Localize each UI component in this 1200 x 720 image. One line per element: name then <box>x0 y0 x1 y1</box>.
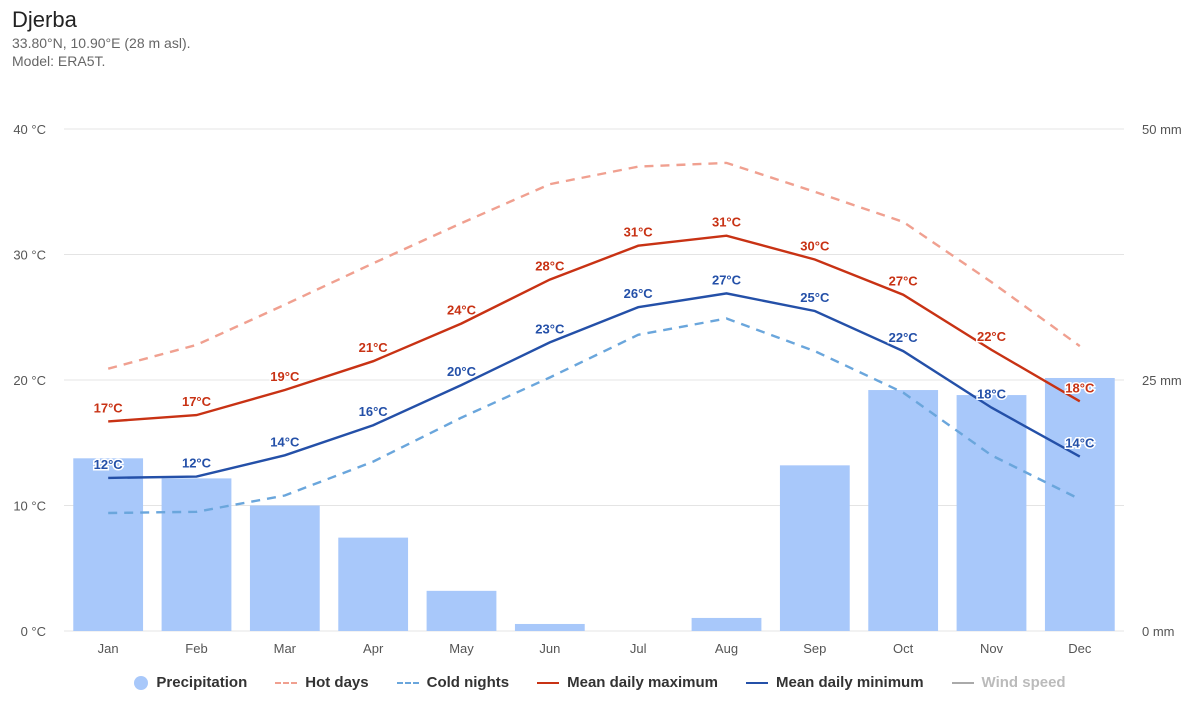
x-tick-label: Aug <box>715 641 738 656</box>
legend-item-wind-speed[interactable]: Wind speed <box>951 674 1066 691</box>
precipitation-bar <box>161 478 232 631</box>
mean-max-data-label: 28°C <box>535 259 565 274</box>
mean-min-data-label: 16°C <box>359 404 389 419</box>
mean-min-line <box>108 292 1081 480</box>
mean-min-data-label: 22°C <box>889 330 919 345</box>
x-tick-label: Feb <box>185 641 207 656</box>
legend-label: Mean daily minimum <box>776 674 924 691</box>
legend-label: Precipitation <box>156 674 248 691</box>
legend-item-mean-min[interactable]: Mean daily minimum <box>746 674 924 691</box>
legend-label: Cold nights <box>426 674 510 691</box>
mean-min-data-label: 14°C <box>1065 436 1095 451</box>
x-tick-label: Jan <box>98 641 119 656</box>
y-tick-label-right: 0 mm <box>1142 624 1175 639</box>
precipitation-bar <box>73 458 144 631</box>
legend-label: Hot days <box>305 674 369 691</box>
legend-line-icon <box>275 681 298 684</box>
precipitation-bar <box>868 390 939 631</box>
precipitation-bar <box>426 590 497 631</box>
model-label: Model: ERA5T. <box>12 53 106 69</box>
x-tick-label: Jul <box>630 641 647 656</box>
x-tick-label: Mar <box>274 641 297 656</box>
mean-max-data-label: 18°C <box>1065 380 1095 395</box>
precipitation-bar <box>956 395 1027 631</box>
mean-max-data-label: 30°C <box>800 239 830 254</box>
cold-nights-line <box>108 317 1081 515</box>
precipitation-bar <box>779 465 850 631</box>
x-tick-label: Apr <box>363 641 384 656</box>
mean-max-line <box>108 234 1081 423</box>
precipitation-bar <box>691 617 762 631</box>
x-tick-label: Oct <box>893 641 914 656</box>
y-tick-label-left: 0 °C <box>21 624 46 639</box>
precipitation-bar <box>249 505 320 631</box>
chart-legend: Precipitation Hot days Cold nights Mean dai… <box>0 674 1200 691</box>
y-tick-label-left: 10 °C <box>13 499 46 514</box>
mean-max-data-label: 31°C <box>624 225 654 240</box>
legend-line-icon <box>951 681 974 684</box>
mean-max-data-label: 24°C <box>447 303 477 318</box>
y-tick-label-right: 25 mm <box>1142 373 1182 388</box>
mean-min-data-label: 12°C <box>94 457 124 472</box>
x-tick-label: Sep <box>803 641 826 656</box>
legend-item-precipitation[interactable]: Precipitation <box>134 674 247 691</box>
legend-label: Wind speed <box>981 674 1066 691</box>
x-tick-label: Jun <box>539 641 560 656</box>
legend-item-cold-nights[interactable]: Cold nights <box>396 674 510 691</box>
x-tick-label: Dec <box>1068 641 1092 656</box>
location-coordinates: 33.80°N, 10.90°E (28 m asl). <box>12 35 191 51</box>
mean-min-data-label: 25°C <box>800 290 830 305</box>
x-tick-label: May <box>449 641 474 656</box>
x-tick-label: Nov <box>980 641 1004 656</box>
mean-max-data-label: 19°C <box>270 369 300 384</box>
precipitation-bar <box>1044 377 1115 631</box>
legend-label: Mean daily maximum <box>567 674 718 691</box>
y-tick-label-left: 30 °C <box>13 248 46 263</box>
mean-min-data-label: 14°C <box>270 434 300 449</box>
legend-item-mean-max[interactable]: Mean daily maximum <box>537 674 718 691</box>
legend-line-icon <box>537 681 560 684</box>
precipitation-bar <box>514 623 585 631</box>
y-tick-label-left: 40 °C <box>13 122 46 137</box>
legend-dot-icon <box>134 675 149 690</box>
hot-days-line <box>107 161 1081 370</box>
y-tick-label-left: 20 °C <box>13 373 46 388</box>
mean-min-data-label: 23°C <box>535 321 565 336</box>
mean-max-data-label: 31°C <box>712 215 742 230</box>
mean-max-data-label: 21°C <box>359 340 389 355</box>
mean-min-data-label: 27°C <box>712 272 742 287</box>
mean-max-data-label: 27°C <box>889 274 919 289</box>
mean-min-data-label: 20°C <box>447 364 477 379</box>
mean-max-data-label: 22°C <box>977 329 1007 344</box>
y-tick-label-right: 50 mm <box>1142 122 1182 137</box>
page-title: Djerba <box>12 7 77 32</box>
chart-header: Djerba 33.80°N, 10.90°E (28 m asl). Mode… <box>12 6 191 70</box>
legend-item-hot-days[interactable]: Hot days <box>275 674 369 691</box>
mean-min-data-label: 26°C <box>624 286 654 301</box>
mean-max-data-label: 17°C <box>94 400 124 415</box>
legend-line-icon <box>746 681 768 684</box>
climate-chart: 0 °C 10 °C 20 °C 30 °C 40 °C 0 mm 25 mm 50 mm Ja… <box>13 122 1182 656</box>
mean-min-data-label: 12°C <box>182 456 212 471</box>
legend-line-icon <box>396 681 419 684</box>
precipitation-bar <box>338 537 409 631</box>
mean-min-data-label: 18°C <box>977 387 1007 402</box>
mean-max-data-label: 17°C <box>182 394 212 409</box>
